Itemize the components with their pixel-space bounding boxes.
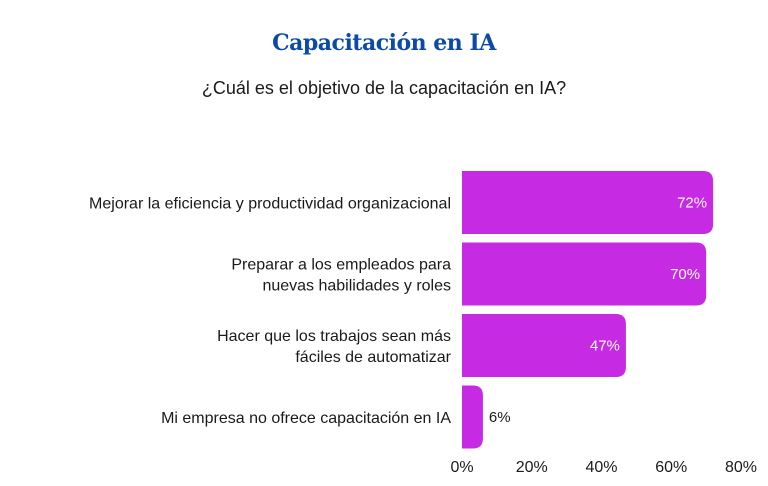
category-label: Mejorar la eficiencia y productividad or…: [89, 196, 451, 213]
x-tick-label: 60%: [655, 459, 687, 476]
data-label: 47%: [590, 338, 620, 355]
data-label: 70%: [670, 266, 700, 283]
category-label: nuevas habilidades y roles: [262, 278, 451, 295]
chart-subtitle: ¿Cuál es el objetivo de la capacitación …: [201, 78, 567, 98]
x-tick-label: 0%: [450, 459, 473, 476]
category-label: fáciles de automatizar: [295, 349, 451, 366]
bar: [462, 385, 483, 449]
x-tick-label: 20%: [516, 459, 548, 476]
data-label: 72%: [677, 195, 707, 212]
category-label: Hacer que los trabajos sean más: [217, 328, 451, 345]
bar: [462, 171, 714, 234]
x-tick-label: 80%: [725, 459, 757, 476]
x-tick-label: 40%: [585, 459, 617, 476]
bar: [462, 314, 626, 377]
bar: [462, 242, 707, 306]
data-label: 6%: [489, 409, 511, 426]
category-label: Mi empresa no ofrece capacitación en IA: [161, 410, 451, 427]
category-label: Preparar a los empleados para: [231, 257, 451, 274]
chart-title: Capacitación en IA: [272, 30, 496, 56]
